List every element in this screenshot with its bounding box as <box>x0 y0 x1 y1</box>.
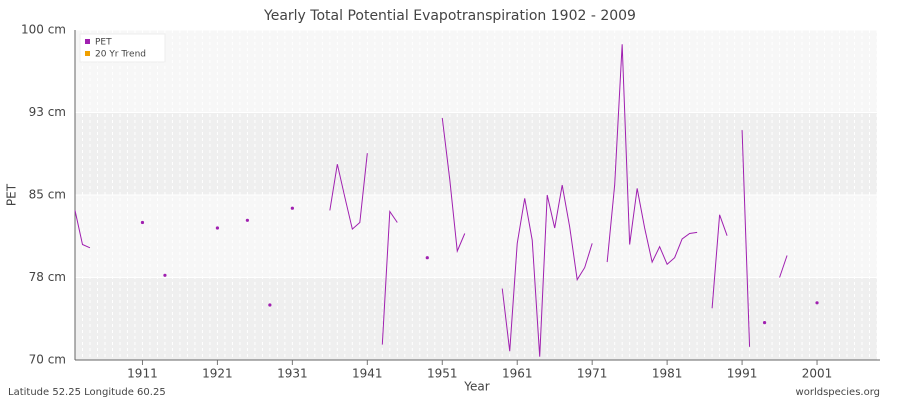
data-point <box>290 206 294 210</box>
x-tick-label: 1931 <box>277 367 308 381</box>
y-tick-label: 85 cm <box>29 188 66 202</box>
legend-swatch <box>85 51 90 56</box>
data-point <box>140 220 145 225</box>
y-tick-label: 93 cm <box>29 105 66 119</box>
data-point <box>762 321 767 325</box>
data-point <box>215 226 220 230</box>
data-line <box>501 185 593 357</box>
data-point <box>815 301 819 305</box>
data-line <box>441 117 466 254</box>
data-line <box>741 130 751 347</box>
grid-band <box>75 277 877 360</box>
data-line <box>711 214 728 309</box>
x-tick-label: 1981 <box>652 367 683 381</box>
x-axis-label: Year <box>463 380 489 394</box>
x-tick-label: 1991 <box>727 367 758 381</box>
x-tick-label: 1971 <box>577 367 608 381</box>
x-tick-label: 1961 <box>502 367 533 381</box>
data-line <box>606 44 698 266</box>
legend-label: PET <box>95 38 112 48</box>
legend-label: 20 Yr Trend <box>95 50 146 60</box>
x-tick-label: 2001 <box>802 367 833 381</box>
data-point <box>268 303 272 307</box>
footer-left: Latitude 52.25 Longitude 60.25 <box>8 387 166 398</box>
y-axis-label: PET <box>5 183 19 206</box>
data-line <box>329 153 368 231</box>
data-point <box>163 273 167 277</box>
data-point <box>245 218 249 222</box>
x-tick-label: 1951 <box>427 367 458 381</box>
x-tick-label: 1911 <box>127 367 158 381</box>
x-tick-label: 1941 <box>352 367 383 381</box>
data-line <box>381 210 398 345</box>
data-point <box>425 256 429 260</box>
legend-box <box>79 33 166 63</box>
legend-swatch <box>85 39 90 44</box>
chart-title: Yearly Total Potential Evapotranspiratio… <box>263 8 636 24</box>
data-line <box>74 210 91 249</box>
y-tick-label: 100 cm <box>21 23 66 37</box>
x-tick-label: 1921 <box>202 367 233 381</box>
data-line <box>779 255 788 278</box>
y-tick-label: 70 cm <box>29 353 66 367</box>
y-tick-label: 78 cm <box>29 270 66 284</box>
footer-right: worldspecies.org <box>796 387 880 398</box>
